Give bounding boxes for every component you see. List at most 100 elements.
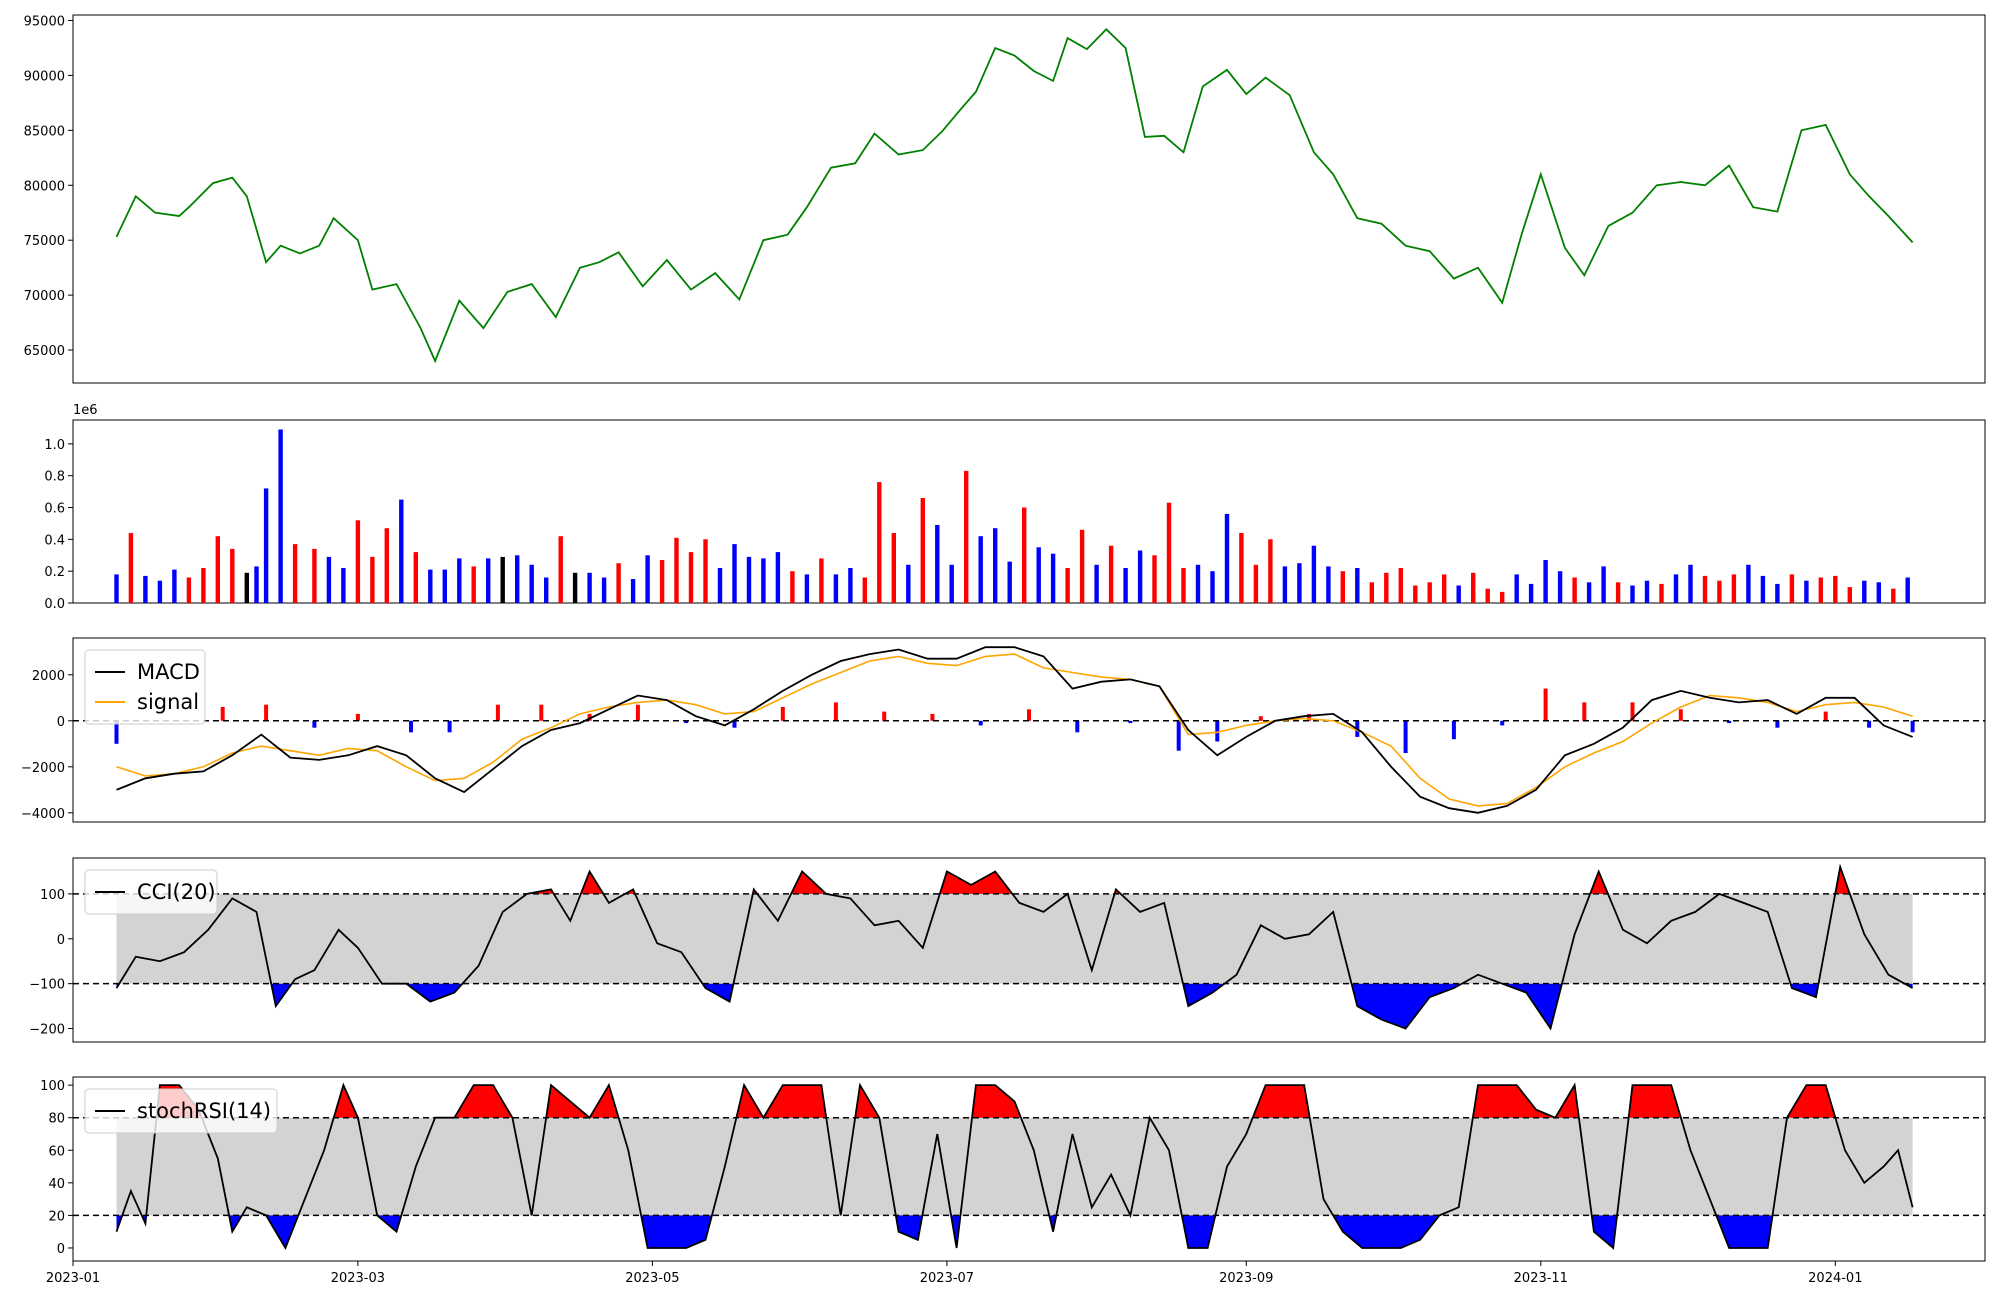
volume-bar: [819, 558, 824, 603]
volume-bar: [1586, 582, 1592, 603]
y-tick-label: 100: [40, 1079, 65, 1094]
volume-bar: [833, 574, 839, 603]
macd-histogram-bar: [635, 704, 640, 721]
volume-bar: [964, 470, 969, 603]
macd-histogram-bar: [978, 720, 983, 726]
cci-line: [115, 863, 1914, 1031]
neutral-band: [116, 1117, 1913, 1216]
macd-histogram-bar: [1307, 713, 1311, 721]
y-tick-label: 80000: [24, 179, 65, 194]
volume-bar: [587, 572, 592, 603]
y-tick-label: 80: [48, 1112, 65, 1127]
y-tick-label: −4000: [21, 807, 65, 822]
volume-bar: [1355, 568, 1360, 603]
overbought-fill: [972, 1085, 1021, 1118]
y-tick-label: 40: [48, 1177, 65, 1192]
cci-panel: −200 −100 0 100 CCI(20): [29, 857, 1986, 1043]
plot-frame: [72, 637, 1986, 823]
plot-frame: [72, 419, 1986, 604]
volume-bar: [1659, 583, 1664, 603]
oversold-fill: [1183, 983, 1225, 1007]
legend-label: stochRSI(14): [137, 1099, 271, 1123]
oversold-fill: [1790, 983, 1819, 998]
volume-bar: [1514, 574, 1519, 603]
volume-bar: [1702, 575, 1708, 603]
y-tick-label: 0.6: [44, 502, 65, 517]
volume-bar: [1615, 582, 1621, 603]
volume-bar: [399, 499, 404, 603]
volume-bar: [1528, 583, 1534, 603]
volume-bar: [1340, 571, 1345, 603]
oversold-fill: [1716, 1215, 1773, 1248]
volume-bar: [263, 488, 269, 603]
volume-bar: [659, 560, 665, 603]
volume-bar: [1210, 571, 1215, 603]
overbought-fill: [1472, 1085, 1579, 1118]
macd-histogram-bar: [1678, 709, 1683, 721]
price-panel: 65000 70000 75000 80000 85000 90000 95000: [24, 14, 1986, 384]
volume-bar: [1601, 566, 1606, 603]
volume-bar: [1311, 545, 1317, 603]
y-tick-label: 0.2: [44, 565, 65, 580]
volume-bar: [732, 544, 737, 603]
volume-bar: [790, 571, 795, 603]
stochrsi-line: [115, 1082, 1914, 1251]
macd-histogram-bar: [264, 704, 269, 721]
oversold-fill: [271, 983, 292, 1007]
volume-bar: [761, 558, 766, 603]
plot-frame: [72, 1076, 1986, 1262]
volume-bar: [1239, 533, 1244, 603]
volume-bar: [1195, 564, 1201, 603]
macd-histogram-bar: [930, 713, 935, 721]
overbought-fill: [546, 1085, 619, 1118]
macd-histogram-bar: [1451, 720, 1456, 740]
volume-bar: [1456, 585, 1461, 603]
macd-line: [116, 646, 1913, 814]
macd-histogram-bar: [882, 711, 887, 721]
overbought-fill: [435, 1085, 513, 1118]
volume-bar: [326, 556, 332, 603]
volume-bar: [1731, 574, 1737, 603]
macd-histogram-bar: [355, 713, 360, 721]
macd-histogram-bar: [1582, 702, 1587, 721]
overbought-fill: [1787, 1085, 1836, 1118]
volume-bar: [1181, 568, 1186, 603]
signal-line: [116, 653, 1913, 807]
volume-bar: [500, 556, 505, 603]
volume-bar: [1557, 571, 1563, 603]
x-tick-label: 2023-01: [46, 1271, 100, 1286]
volume-bar: [1644, 580, 1650, 603]
volume-bar: [1137, 550, 1143, 603]
x-tick-label: 2023-09: [1219, 1271, 1273, 1286]
x-tick-label: 2023-03: [331, 1271, 385, 1286]
y-tick-label: 90000: [24, 69, 65, 84]
overbought-fill: [736, 1085, 827, 1118]
y-tick-label: 95000: [24, 14, 65, 29]
y-offset-label: 1e6: [73, 403, 98, 418]
macd-histogram-bar: [1727, 720, 1732, 724]
macd-histogram-bar: [1910, 720, 1915, 733]
volume-bar: [572, 572, 578, 603]
volume-panel: 0.0 0.2 0.4 0.6 0.8 1.0 1e6: [44, 403, 1986, 612]
volume-bar: [775, 552, 781, 603]
volume-bar: [1891, 588, 1896, 603]
volume-bar: [370, 556, 375, 603]
volume-bar: [1688, 564, 1693, 603]
y-tick-label: 0: [57, 933, 65, 948]
volume-bar: [515, 555, 520, 603]
macd-histogram-bar: [1630, 702, 1635, 721]
legend-label: MACD: [137, 660, 200, 684]
y-tick-label: 1.0: [44, 438, 65, 453]
volume-bar: [1413, 585, 1418, 603]
y-tick-label: 2000: [32, 669, 65, 684]
volume-bar: [172, 569, 177, 603]
volume-bar: [1398, 568, 1403, 603]
legend-box: [84, 649, 206, 725]
oversold-fill: [1502, 983, 1562, 1029]
volume-bar: [486, 558, 491, 603]
volume-bar: [529, 564, 534, 603]
volume-bar: [674, 537, 679, 603]
volume-bar: [1543, 560, 1548, 603]
volume-bar: [143, 575, 148, 603]
